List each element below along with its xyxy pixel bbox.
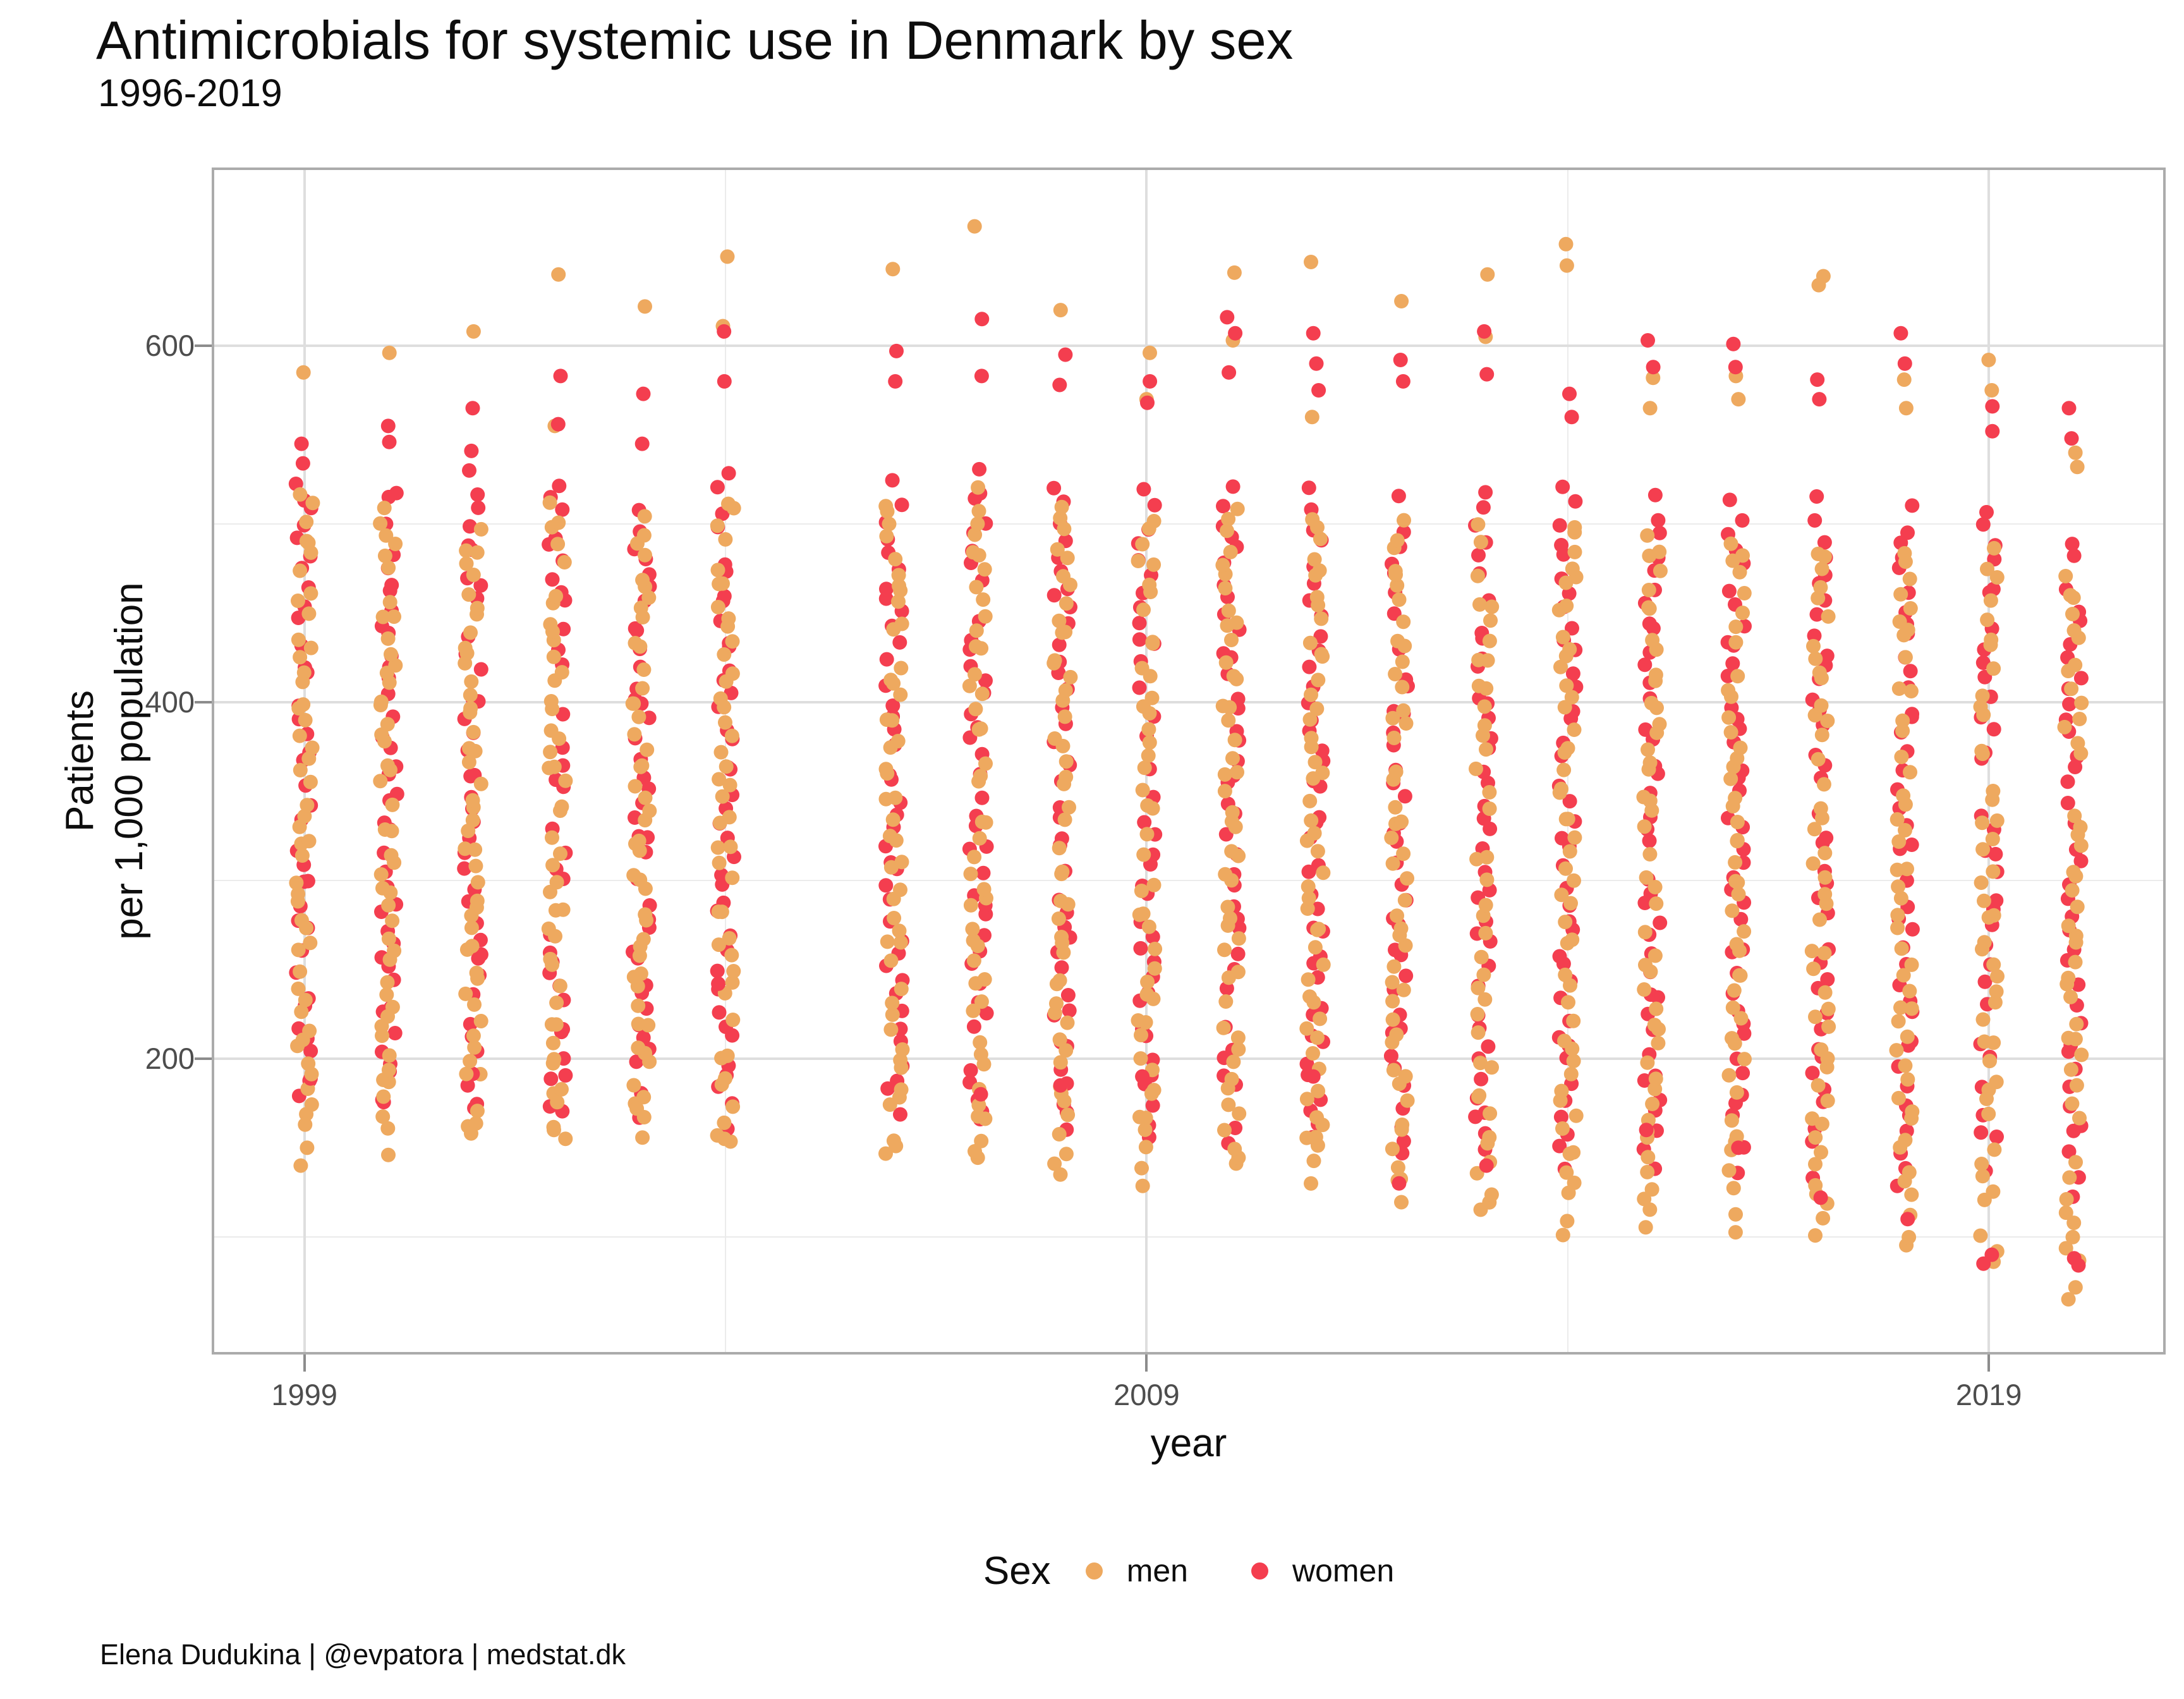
- legend-title: Sex: [983, 1549, 1051, 1593]
- x-tick-label: 2009: [1113, 1378, 1180, 1411]
- gridline-major-x: [1987, 167, 1991, 1355]
- chart-title: Antimicrobials for systemic use in Denma…: [96, 11, 1294, 71]
- chart-subtitle: 1996-2019: [98, 71, 282, 114]
- gridline-minor-y: [212, 879, 2166, 881]
- x-tick-label: 2019: [1955, 1378, 2022, 1411]
- x-tick: [1145, 1355, 1148, 1372]
- y-tick: [195, 344, 212, 347]
- caption: Elena Dudukina | @evpatora | medstat.dk: [100, 1638, 626, 1671]
- y-axis-title: Patients per 1,000 population: [56, 167, 157, 1355]
- gridline-minor-y: [212, 523, 2166, 525]
- x-tick: [1987, 1355, 1991, 1372]
- legend-label-men: men: [1126, 1553, 1188, 1588]
- gridline-major-y: [212, 1057, 2166, 1060]
- y-axis-title-line2: per 1,000 population: [107, 582, 151, 940]
- x-tick-label: 1999: [271, 1378, 337, 1411]
- legend-key-women-icon: [1251, 1562, 1268, 1580]
- gridline-major-y: [212, 344, 2166, 347]
- x-axis-title: year: [1150, 1422, 1227, 1465]
- y-tick: [195, 1057, 212, 1060]
- plot-points: [288, 219, 2089, 1307]
- legend-key-men-icon: [1085, 1562, 1103, 1580]
- gridline-major-y: [212, 700, 2166, 703]
- y-tick-label: 600: [145, 328, 195, 362]
- y-axis-title-line1: Patients: [58, 690, 102, 832]
- legend-label-women: women: [1292, 1553, 1395, 1588]
- y-tick-label: 200: [145, 1041, 195, 1075]
- plot-panel: [212, 167, 2166, 1355]
- y-tick-label: 400: [145, 685, 195, 719]
- y-tick: [195, 700, 212, 703]
- gridline-minor-x: [1567, 167, 1568, 1355]
- x-tick: [303, 1355, 306, 1372]
- legend: Sex men women: [212, 1530, 2166, 1612]
- gridline-minor-y: [212, 1236, 2166, 1238]
